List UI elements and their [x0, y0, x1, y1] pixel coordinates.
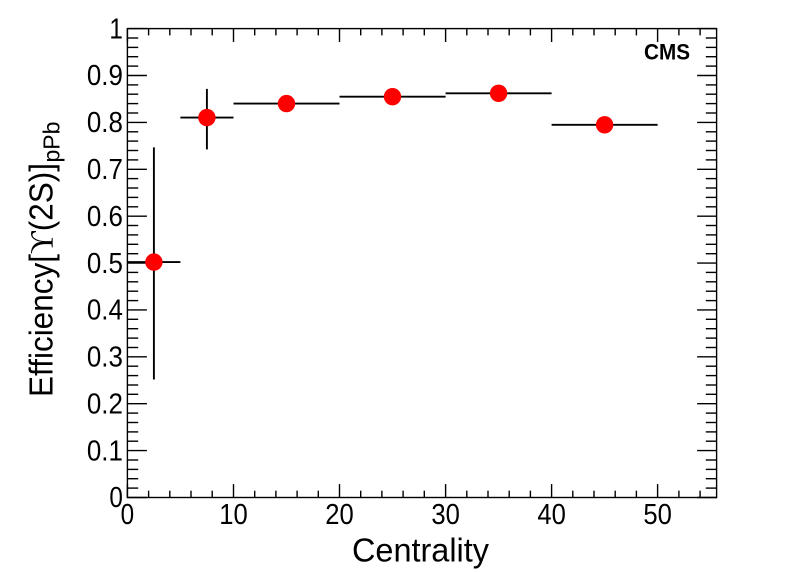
svg-text:0.3: 0.3 — [87, 342, 123, 374]
svg-text:0.9: 0.9 — [87, 60, 123, 92]
svg-text:Efficiency[ϒ(2S)]: Efficiency[ϒ(2S)] — [23, 163, 61, 397]
svg-text:50: 50 — [643, 499, 672, 531]
svg-text:pPb: pPb — [39, 122, 65, 163]
svg-text:Centrality: Centrality — [352, 532, 489, 569]
svg-text:0.2: 0.2 — [87, 388, 123, 420]
svg-text:30: 30 — [431, 499, 460, 531]
svg-text:0.5: 0.5 — [87, 248, 123, 280]
svg-text:10: 10 — [219, 499, 248, 531]
svg-text:0: 0 — [121, 499, 135, 531]
svg-text:20: 20 — [325, 499, 354, 531]
svg-text:1: 1 — [109, 13, 123, 45]
svg-text:0.7: 0.7 — [87, 154, 123, 186]
svg-text:0.8: 0.8 — [87, 107, 123, 139]
svg-text:0.1: 0.1 — [87, 435, 123, 467]
svg-text:0.6: 0.6 — [87, 201, 123, 233]
svg-text:40: 40 — [537, 499, 566, 531]
svg-text:0: 0 — [109, 482, 123, 514]
svg-text:0.4: 0.4 — [87, 295, 123, 327]
svg-text:CMS: CMS — [644, 40, 690, 65]
